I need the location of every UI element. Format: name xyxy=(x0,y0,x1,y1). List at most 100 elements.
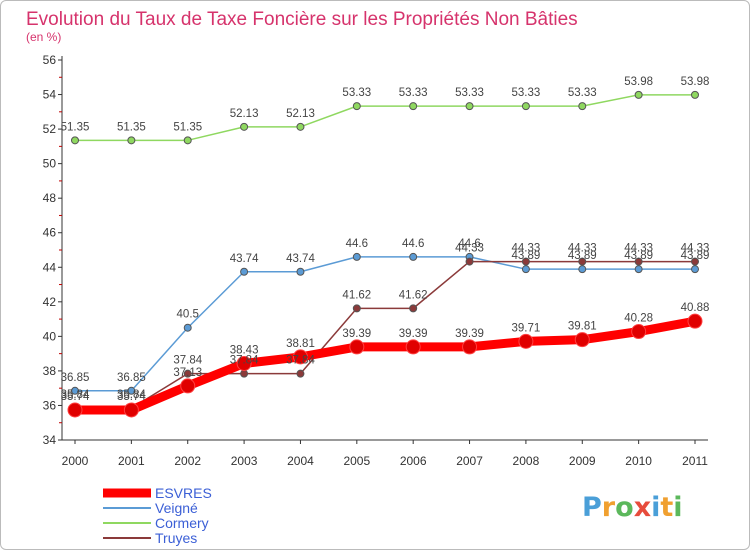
y-tick-label: 46 xyxy=(43,226,57,240)
data-point-esvres xyxy=(349,339,365,355)
data-label-veign-: 43.74 xyxy=(286,253,315,265)
y-tick-label: 40 xyxy=(43,329,57,343)
data-point-esvres xyxy=(574,332,590,348)
data-point-veign- xyxy=(71,386,79,395)
data-label-truyes: 44.33 xyxy=(512,243,541,255)
series-line-esvres xyxy=(70,316,700,415)
data-label-esvres: 35.74 xyxy=(61,391,90,403)
data-point-veign- xyxy=(352,252,361,261)
data-label-truyes: 35.84 xyxy=(117,389,146,401)
y-tick-label: 42 xyxy=(43,295,57,309)
x-tick-label: 2001 xyxy=(118,454,145,468)
data-label-veign-: 44.6 xyxy=(402,238,424,250)
x-tick-label: 2010 xyxy=(625,454,652,468)
data-point-truyes xyxy=(578,257,587,266)
brand-logo-text: Proxiti xyxy=(582,492,683,523)
data-label-veign-: 43.89 xyxy=(568,250,597,262)
y-tick-label: 44 xyxy=(43,260,57,274)
x-tick-label: 2007 xyxy=(456,454,483,468)
series-lines xyxy=(67,90,703,418)
data-point-cormery xyxy=(127,136,136,145)
data-label-cormery: 53.33 xyxy=(342,87,371,99)
data-label-cormery: 53.33 xyxy=(512,87,541,99)
data-point-esvres xyxy=(180,378,196,394)
data-point-truyes xyxy=(634,257,643,266)
data-label-cormery: 52.13 xyxy=(286,108,315,120)
data-label-truyes: 44.33 xyxy=(624,243,653,255)
data-label-truyes: 41.62 xyxy=(399,289,428,301)
data-point-veign- xyxy=(240,267,249,276)
y-tick-label: 50 xyxy=(43,157,57,171)
data-label-esvres: 38.43 xyxy=(230,344,259,356)
y-tick-label: 34 xyxy=(43,433,57,447)
data-point-cormery xyxy=(691,90,699,99)
data-label-esvres: 37.13 xyxy=(173,367,202,379)
data-label-esvres: 39.81 xyxy=(568,321,597,333)
x-tick-label: 2011 xyxy=(682,454,708,468)
data-label-truyes: 37.84 xyxy=(230,355,259,367)
data-point-cormery xyxy=(521,102,530,111)
y-tick-label: 48 xyxy=(43,191,57,205)
data-point-cormery xyxy=(240,122,249,131)
data-point-truyes xyxy=(691,257,699,266)
legend-label-esvres: ESVRES xyxy=(155,485,212,501)
chart-title: Evolution du Taux de Taxe Foncière sur l… xyxy=(26,9,578,30)
series-line-truyes xyxy=(74,260,696,409)
data-point-truyes xyxy=(409,304,418,313)
y-tick-label: 38 xyxy=(43,364,57,378)
data-label-truyes: 37.84 xyxy=(173,355,202,367)
data-label-truyes: 35.84 xyxy=(61,389,90,401)
data-label-cormery: 53.98 xyxy=(681,76,710,88)
legend-label-cormery: Cormery xyxy=(155,515,209,531)
y-tick-label: 56 xyxy=(43,53,57,67)
data-point-esvres xyxy=(687,313,703,329)
data-point-truyes xyxy=(296,369,305,378)
data-point-veign- xyxy=(409,252,418,261)
data-labels: 35.74 35.74 37.13 38.43 38.81 39.39 39.39 39.39… xyxy=(61,76,710,403)
data-point-veign- xyxy=(183,323,192,332)
chart-subtitle: (en %) xyxy=(26,30,61,44)
data-label-esvres: 39.39 xyxy=(455,328,484,340)
data-label-cormery: 51.35 xyxy=(61,121,90,133)
data-label-esvres: 39.39 xyxy=(399,328,428,340)
data-label-veign-: 36.85 xyxy=(61,372,90,384)
data-point-truyes xyxy=(465,257,474,266)
data-point-veign- xyxy=(691,265,699,274)
data-point-cormery xyxy=(71,136,79,145)
data-label-esvres: 35.74 xyxy=(117,391,146,403)
data-point-esvres xyxy=(236,355,252,371)
data-point-veign- xyxy=(521,265,530,274)
data-point-truyes xyxy=(352,304,361,313)
x-tick-label: 2006 xyxy=(400,454,427,468)
data-point-truyes xyxy=(521,257,530,266)
data-point-esvres xyxy=(67,402,83,418)
x-tick-label: 2008 xyxy=(513,454,540,468)
data-label-veign-: 40.5 xyxy=(177,309,199,321)
data-label-esvres: 38.81 xyxy=(286,338,315,350)
data-label-cormery: 53.98 xyxy=(624,76,653,88)
data-label-veign-: 44.6 xyxy=(346,238,368,250)
data-label-truyes: 37.84 xyxy=(286,355,315,367)
data-point-cormery xyxy=(465,102,474,111)
data-point-truyes xyxy=(183,369,192,378)
brand-logo: Proxiti xyxy=(582,492,683,523)
data-point-veign- xyxy=(634,265,643,274)
data-point-cormery xyxy=(183,136,192,145)
data-label-veign-: 43.74 xyxy=(230,253,259,265)
data-label-cormery: 51.35 xyxy=(117,121,146,133)
data-point-esvres xyxy=(518,333,534,349)
data-label-esvres: 40.88 xyxy=(681,302,710,314)
series-line-veign- xyxy=(74,256,696,392)
data-point-cormery xyxy=(409,102,418,111)
x-tick-label: 2000 xyxy=(62,454,89,468)
legend-label-veign-: Veigné xyxy=(155,500,198,516)
data-label-truyes: 44.33 xyxy=(568,243,597,255)
y-tick-label: 52 xyxy=(43,122,57,136)
data-label-truyes: 44.33 xyxy=(681,243,710,255)
data-label-cormery: 53.33 xyxy=(399,87,428,99)
series-line-cormery xyxy=(74,94,696,142)
data-label-truyes: 41.62 xyxy=(342,289,371,301)
data-point-cormery xyxy=(578,102,587,111)
